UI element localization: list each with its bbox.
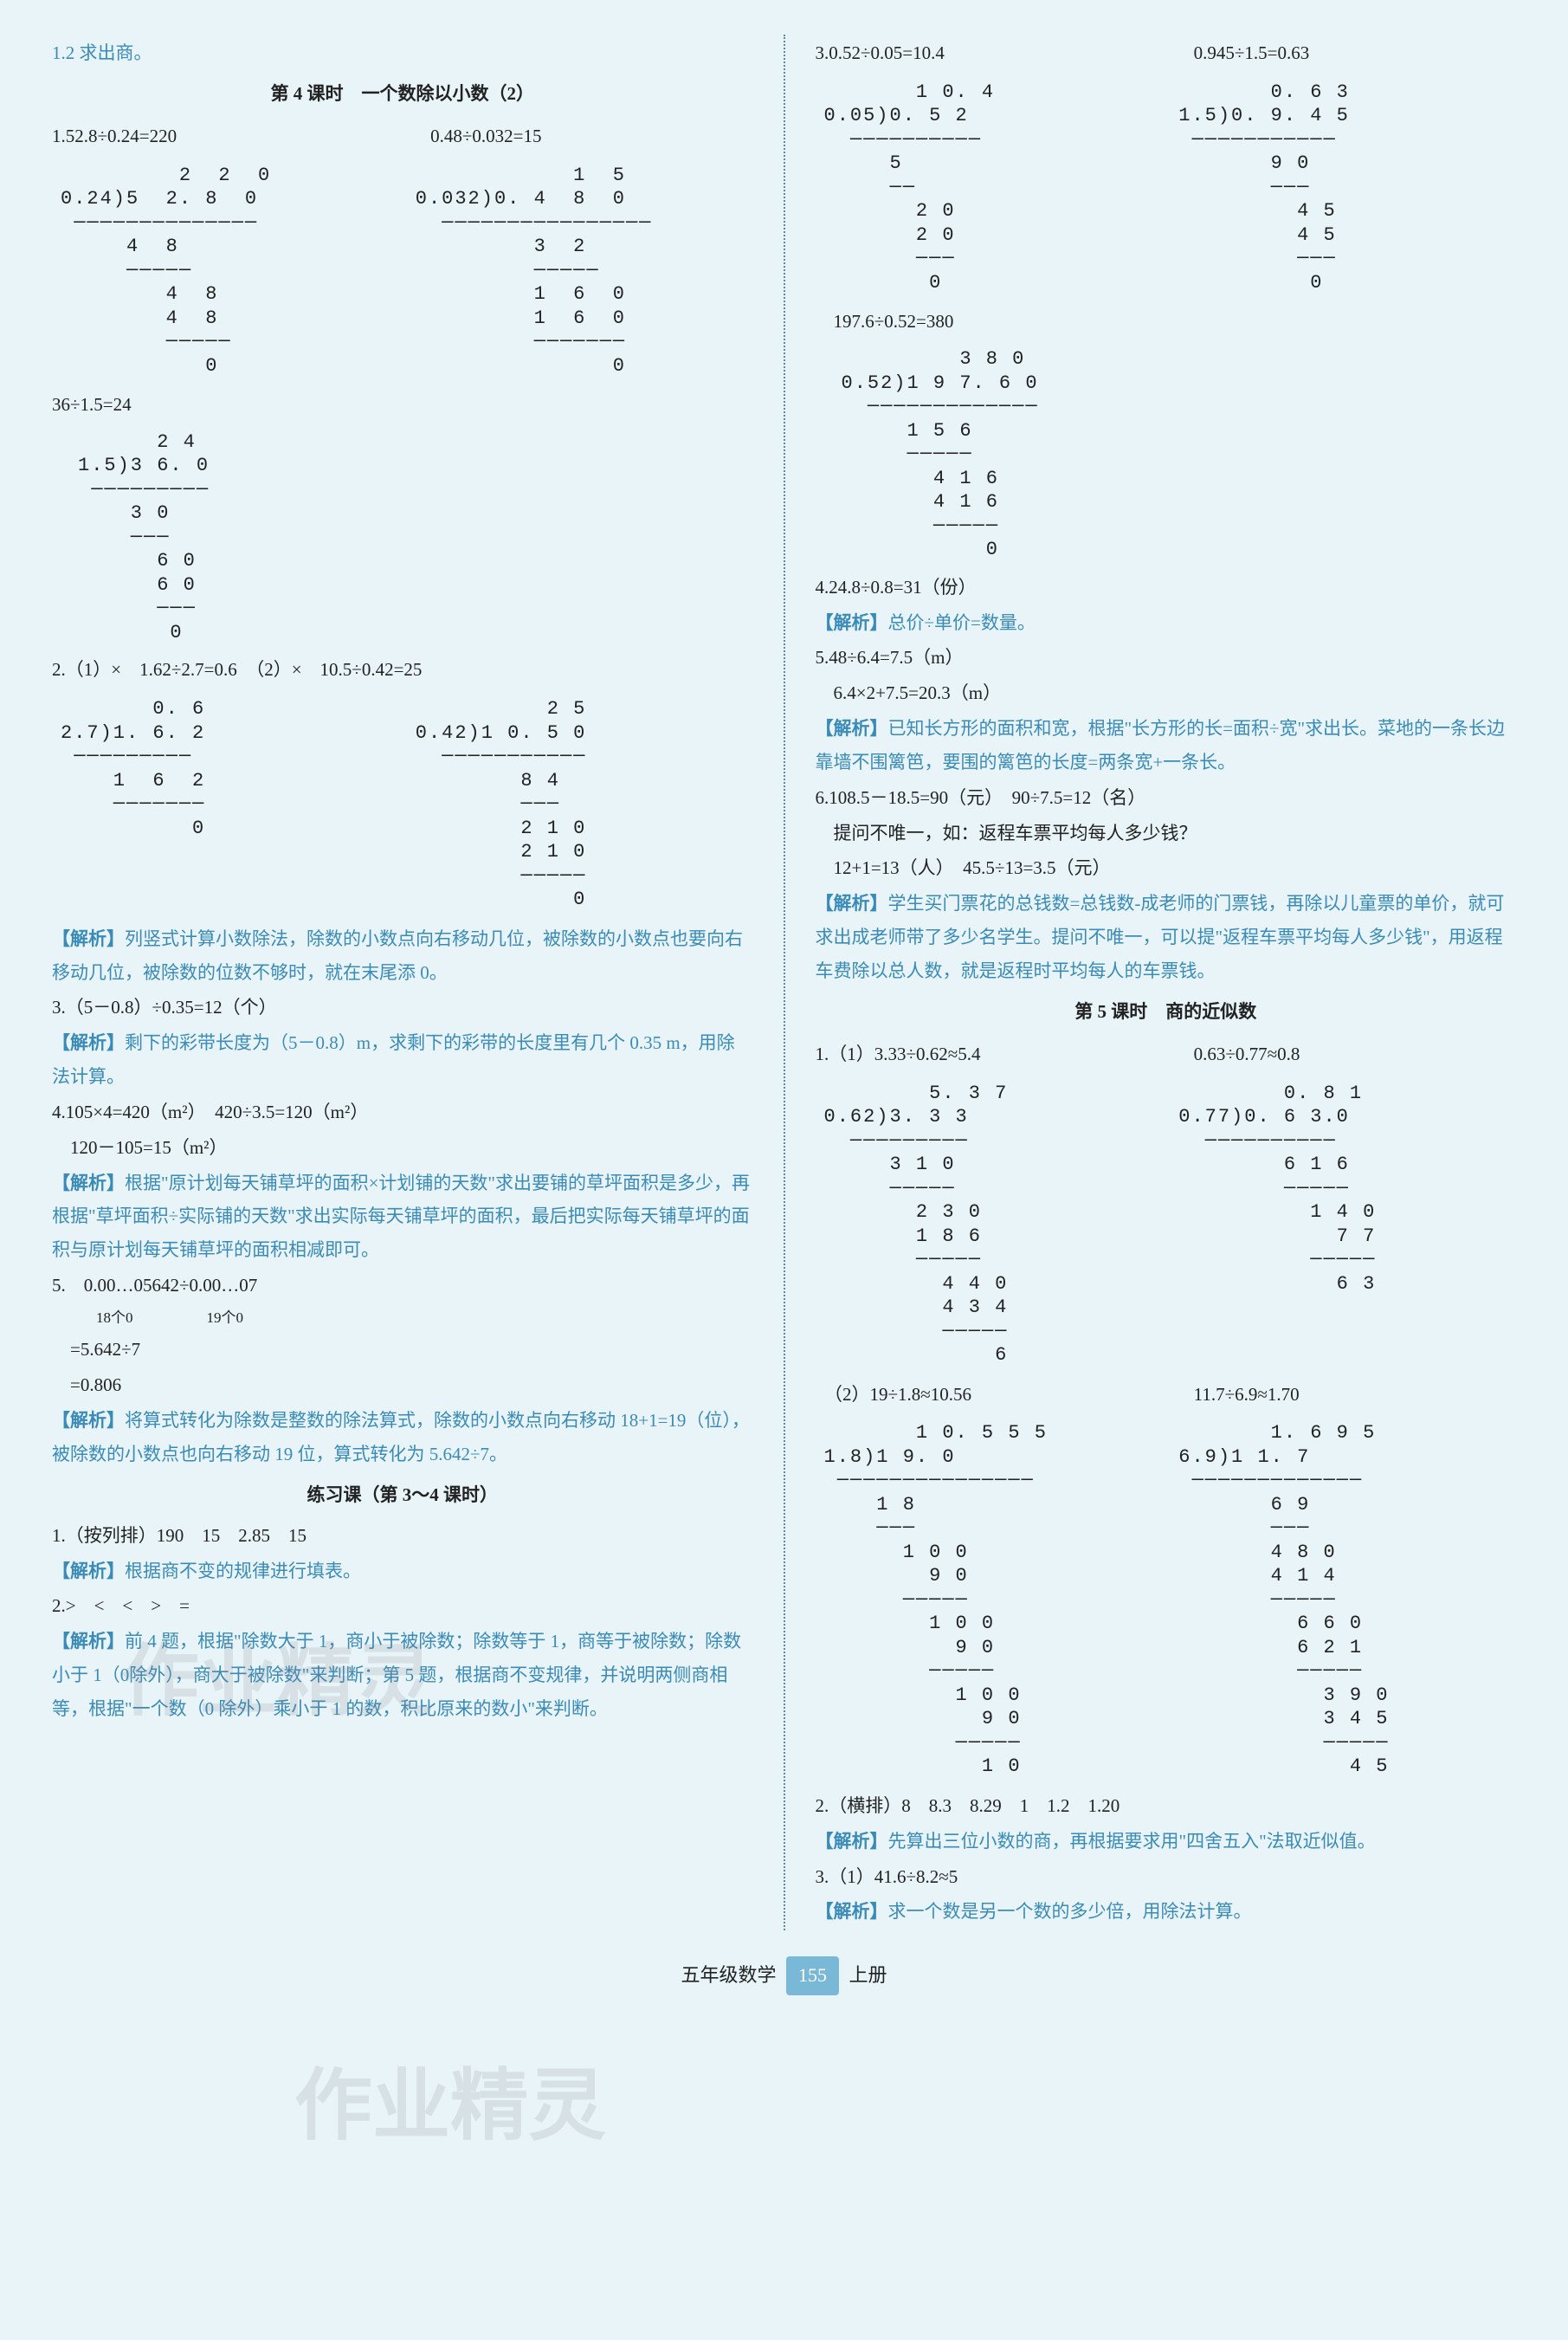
analysis-label: 【解析】 — [816, 612, 888, 633]
analysis-label: 【解析】 — [816, 1901, 888, 1922]
analysis-q5: 【解析】将算式转化为除数是整数的除法算式，除数的小数点向右移动 18+1=19（… — [52, 1404, 753, 1471]
p1-line: 1.（按列排）190 15 2.85 15 — [52, 1519, 753, 1553]
r-q3-eq3: 197.6÷0.52=380 — [816, 305, 1517, 339]
r-q6-c: 12+1=13（人） 45.5÷13=3.5（元） — [816, 851, 1517, 885]
s5-q1-a: 1.（1）3.33÷0.62≈5.4 — [816, 1037, 1194, 1071]
r-q6-b: 提问不唯一，如：返程车票平均每人多少钱？ — [816, 817, 1517, 850]
q2-line: 2.（1）× 1.62÷2.7=0.6 （2）× 10.5÷0.42=25 — [52, 653, 753, 687]
analysis-label: 【解析】 — [52, 1032, 125, 1053]
longdiv-s5-1c: 1 0. 5 5 5 1.8)1 9. 0 ─────────────── 1 … — [824, 1421, 1162, 1779]
q5-a: 5. 0.00…05642÷0.00…07 — [52, 1269, 753, 1303]
s5-q3: 3.（1）41.6÷8.2≈5 — [816, 1860, 1517, 1894]
analysis-q4-text: 根据"原计划每天铺草坪的面积×计划铺的天数"求出要铺的草坪面积是多少，再根据"草… — [52, 1173, 750, 1261]
left-column: 1.2 求出商。 第 4 课时 一个数除以小数（2） 1.52.8÷0.24=2… — [52, 35, 753, 1930]
s5-q1-c: （2）19÷1.8≈10.56 — [816, 1378, 1194, 1412]
analysis-r4-text: 总价÷单价=数量。 — [888, 612, 1036, 633]
analysis-q4: 【解析】根据"原计划每天铺草坪的面积×计划铺的天数"求出要铺的草坪面积是多少，再… — [52, 1167, 753, 1268]
analysis-s5-2: 【解析】先算出三位小数的商，再根据要求用"四舍五入"法取近似值。 — [816, 1825, 1517, 1858]
q3-line: 3.（5－0.8）÷0.35=12（个） — [52, 991, 753, 1025]
q4-a: 4.105×4=420（m²） 420÷3.5=120（m²） — [52, 1096, 753, 1129]
analysis-p1-text: 根据商不变的规律进行填表。 — [125, 1561, 361, 1581]
r-q5-a: 5.48÷6.4=7.5（m） — [816, 641, 1517, 675]
s5-q1-b: 0.63÷0.77≈0.8 — [1194, 1037, 1300, 1071]
footer-vol: 上册 — [849, 1964, 887, 1986]
analysis-label: 【解析】 — [52, 928, 125, 949]
analysis-p2-text: 前 4 题，根据"除数大于 1，商小于被除数；除数等于 1，商等于被除数；除数小… — [52, 1631, 741, 1719]
q1-eq3: 36÷1.5=24 — [52, 388, 753, 422]
analysis-q5-text: 将算式转化为除数是整数的除法算式，除数的小数点向右移动 18+1=19（位），被… — [52, 1410, 750, 1464]
q4-b: 120－105=15（m²） — [52, 1131, 753, 1165]
r-q6-a: 6.108.5－18.5=90（元） 90÷7.5=12（名） — [816, 781, 1517, 815]
longdiv-q2a: 0. 6 2.7)1. 6. 2 ───────── 1 6 2 ───────… — [61, 697, 398, 912]
longdiv-r3b: 0. 6 3 1.5)0. 9. 4 5 ─────────── 9 0 ───… — [1178, 81, 1516, 295]
analysis-label: 【解析】 — [816, 718, 888, 739]
longdiv-r3a: 1 0. 4 0.05)0. 5 2 ────────── 5 ── 2 0 2… — [824, 81, 1162, 295]
page-footer: 五年级数学 155 上册 — [52, 1956, 1516, 1995]
longdiv-s5-1b: 0. 8 1 0.77)0. 6 3.0 ────────── 6 1 6 ──… — [1178, 1082, 1516, 1367]
r-q3-eq1: 3.0.52÷0.05=10.4 — [816, 36, 1194, 70]
analysis-label: 【解析】 — [52, 1631, 125, 1652]
analysis-s5-3-text: 求一个数是另一个数的多少倍，用除法计算。 — [888, 1901, 1252, 1922]
longdiv-r3c: 3 8 0 0.52)1 9 7. 6 0 ───────────── 1 5 … — [842, 347, 1517, 562]
analysis-q3-text: 剩下的彩带长度为（5－0.8）m，求剩下的彩带的长度里有几个 0.35 m，用除… — [52, 1032, 735, 1087]
section5-title: 第 5 课时 商的近似数 — [816, 995, 1517, 1029]
longdiv-q1a: 2 2 0 0.24)5 2. 8 0 ────────────── 4 8 ─… — [61, 164, 398, 378]
column-divider — [784, 35, 785, 1930]
analysis-r5: 【解析】已知长方形的面积和宽，根据"长方形的长=面积÷宽"求出长。菜地的一条长边… — [816, 712, 1517, 779]
analysis-r6: 【解析】学生买门票花的总钱数=总钱数-成老师的门票钱，再除以儿童票的单价，就可求… — [816, 887, 1517, 988]
analysis-s5-3: 【解析】求一个数是另一个数的多少倍，用除法计算。 — [816, 1895, 1517, 1929]
r-q3-eq2: 0.945÷1.5=0.63 — [1194, 36, 1310, 70]
footer-grade: 五年级数学 — [681, 1964, 776, 1986]
analysis-q2-text: 列竖式计算小数除法，除数的小数点向右移动几位，被除数的小数点也要向右移动几位，被… — [52, 928, 743, 983]
analysis-p1: 【解析】根据商不变的规律进行填表。 — [52, 1555, 753, 1588]
q5-d: =0.806 — [52, 1368, 753, 1402]
analysis-r4: 【解析】总价÷单价=数量。 — [816, 606, 1517, 640]
analysis-s5-2-text: 先算出三位小数的商，再根据要求用"四舍五入"法取近似值。 — [888, 1831, 1376, 1852]
analysis-r5-text: 已知长方形的面积和宽，根据"长方形的长=面积÷宽"求出长。菜地的一条长边靠墙不围… — [816, 718, 1506, 772]
analysis-label: 【解析】 — [816, 1831, 888, 1852]
q1-eq2: 0.48÷0.032=15 — [430, 120, 541, 153]
analysis-q3: 【解析】剩下的彩带长度为（5－0.8）m，求剩下的彩带的长度里有几个 0.35 … — [52, 1026, 753, 1094]
s5-q2: 2.（横排）8 8.3 8.29 1 1.2 1.20 — [816, 1789, 1517, 1823]
longdiv-q1c: 2 4 1.5)3 6. 0 ───────── 3 0 ─── 6 0 6 0… — [78, 430, 753, 645]
q1-eq1: 1.52.8÷0.24=220 — [52, 120, 430, 153]
right-column: 3.0.52÷0.05=10.4 0.945÷1.5=0.63 1 0. 4 0… — [816, 35, 1517, 1930]
q5-c: =5.642÷7 — [52, 1333, 753, 1367]
q5-b: 18个0 19个0 — [52, 1304, 753, 1331]
analysis-label: 【解析】 — [52, 1410, 125, 1431]
analysis-r6-text: 学生买门票花的总钱数=总钱数-成老师的门票钱，再除以儿童票的单价，就可求出成老师… — [816, 893, 1505, 981]
section1-title: 第 4 课时 一个数除以小数（2） — [52, 77, 753, 111]
footer-page: 155 — [786, 1956, 839, 1995]
longdiv-q1b: 1 5 0.032)0. 4 8 0 ──────────────── 3 2 … — [416, 164, 753, 378]
analysis-label: 【解析】 — [52, 1561, 125, 1581]
intro-text: 1.2 求出商。 — [52, 36, 753, 70]
analysis-p2: 【解析】前 4 题，根据"除数大于 1，商小于被除数；除数等于 1，商等于被除数… — [52, 1625, 753, 1726]
r-q5-b: 6.4×2+7.5=20.3（m） — [816, 676, 1517, 710]
analysis-label: 【解析】 — [52, 1173, 125, 1193]
longdiv-q2b: 2 5 0.42)1 0. 5 0 ─────────── 8 4 ─── 2 … — [416, 697, 753, 912]
watermark-2: 作业精灵 — [294, 2035, 606, 2180]
longdiv-s5-1a: 5. 3 7 0.62)3. 3 3 ───────── 3 1 0 ─────… — [824, 1082, 1162, 1367]
analysis-q2: 【解析】列竖式计算小数除法，除数的小数点向右移动几位，被除数的小数点也要向右移动… — [52, 922, 753, 990]
section2-title: 练习课（第 3～4 课时） — [52, 1478, 753, 1512]
r-q4: 4.24.8÷0.8=31（份） — [816, 571, 1517, 604]
p2-line: 2.> < < > = — [52, 1589, 753, 1623]
longdiv-s5-1d: 1. 6 9 5 6.9)1 1. 7 ───────────── 6 9 ──… — [1178, 1421, 1516, 1779]
s5-q1-d: 11.7÷6.9≈1.70 — [1194, 1378, 1300, 1412]
analysis-label: 【解析】 — [816, 893, 888, 914]
